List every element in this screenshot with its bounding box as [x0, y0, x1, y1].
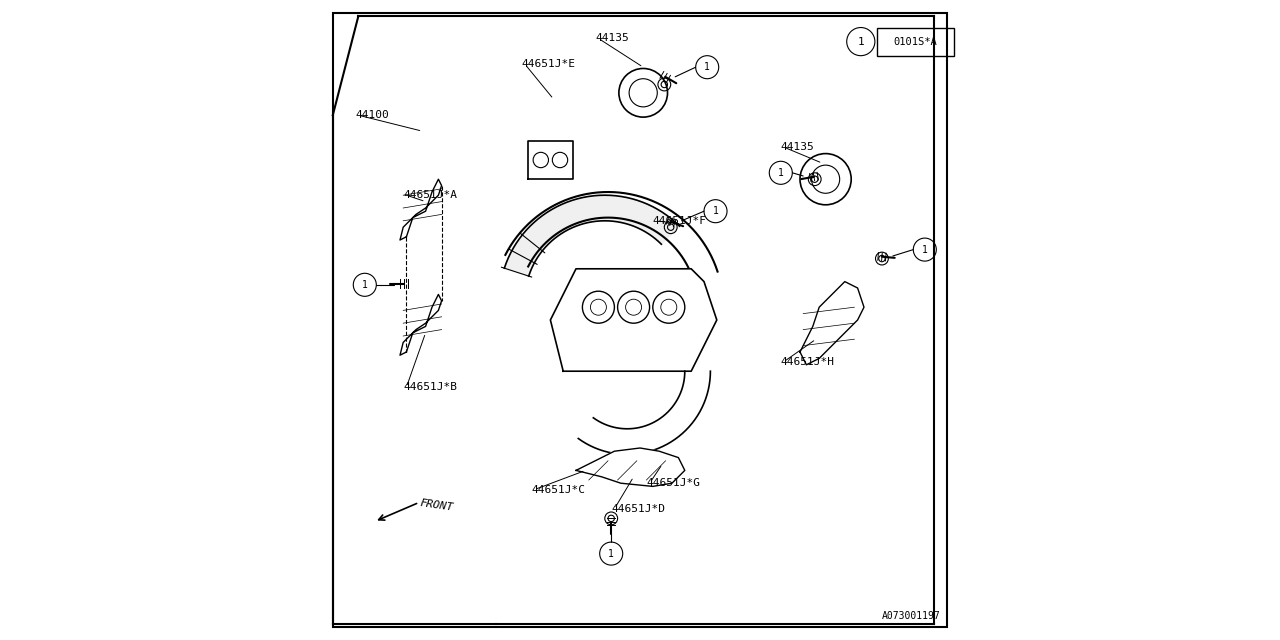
Text: 1: 1 [608, 548, 614, 559]
Polygon shape [550, 269, 717, 371]
Text: 44651J*G: 44651J*G [646, 478, 700, 488]
Text: 1: 1 [858, 36, 864, 47]
Text: 44651J*E: 44651J*E [522, 59, 576, 69]
Text: 1: 1 [922, 244, 928, 255]
Text: FRONT: FRONT [420, 499, 454, 513]
Text: 44135: 44135 [781, 142, 814, 152]
Polygon shape [504, 195, 680, 276]
Text: 0101S*A: 0101S*A [893, 36, 937, 47]
Text: 44651J*H: 44651J*H [781, 356, 835, 367]
Text: 44651J*A: 44651J*A [403, 190, 457, 200]
Polygon shape [576, 448, 685, 486]
Text: 44100: 44100 [356, 110, 389, 120]
Text: 44135: 44135 [595, 33, 628, 44]
Text: 1: 1 [362, 280, 367, 290]
Text: 1: 1 [713, 206, 718, 216]
Bar [877, 28, 954, 56]
Text: 44651J*F: 44651J*F [653, 216, 707, 226]
Text: 1: 1 [704, 62, 710, 72]
Text: 44651J*B: 44651J*B [403, 382, 457, 392]
Text: A073001197: A073001197 [882, 611, 941, 621]
Text: 1: 1 [778, 168, 783, 178]
Polygon shape [800, 282, 864, 365]
Text: 44651J*C: 44651J*C [531, 484, 585, 495]
Text: 44651J*D: 44651J*D [612, 504, 666, 514]
